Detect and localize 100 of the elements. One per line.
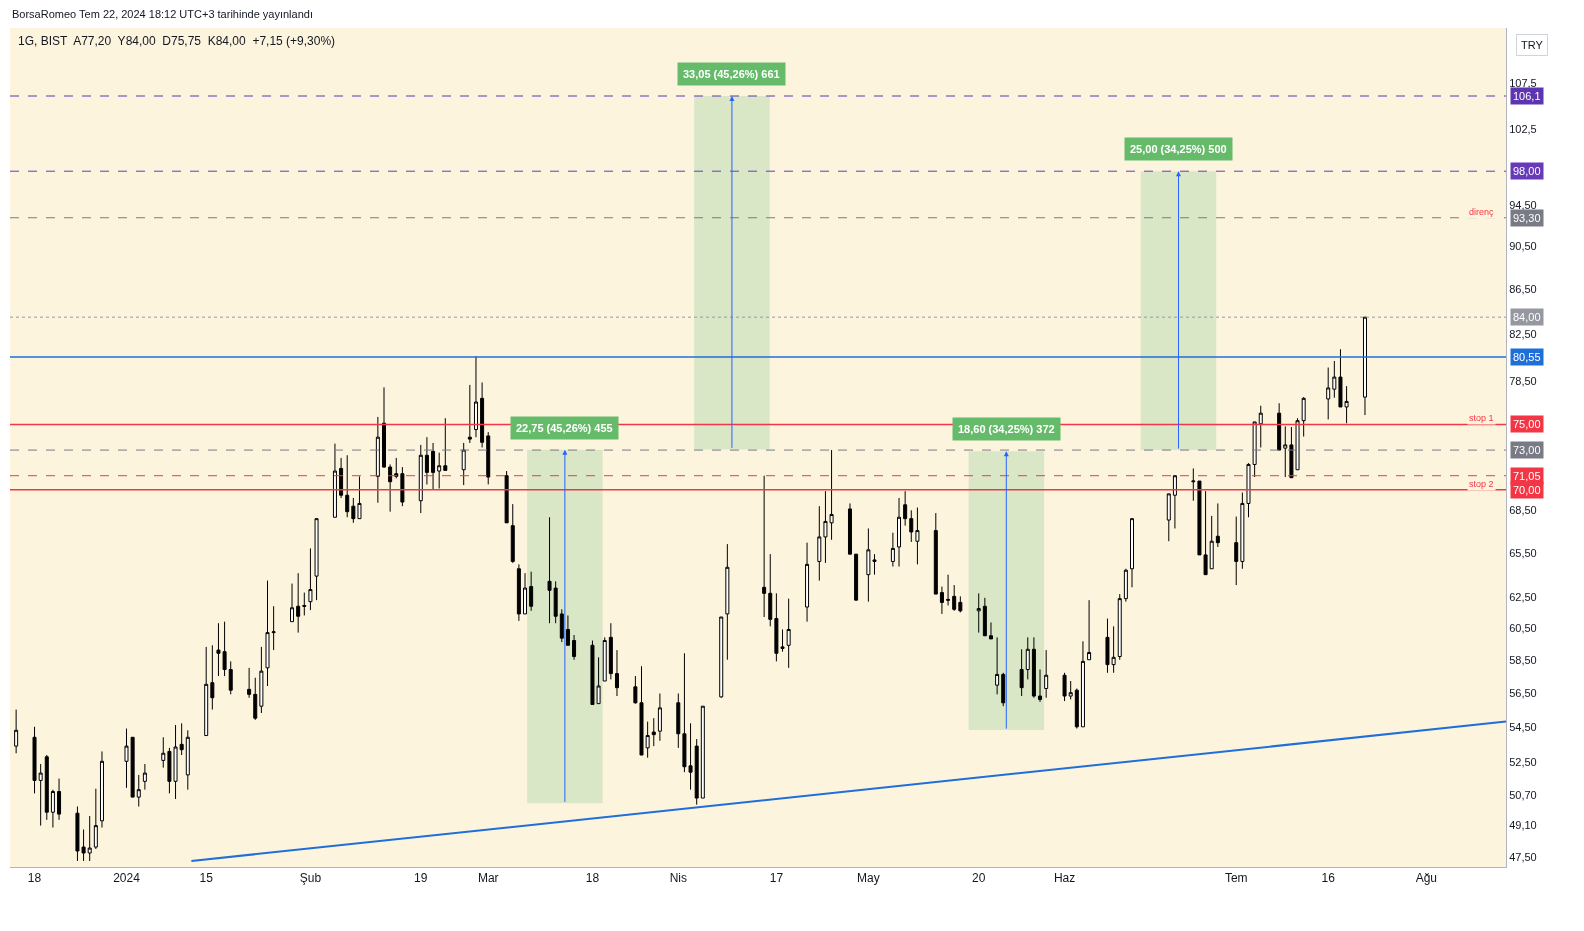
x-tick-label: Haz [1053, 871, 1076, 886]
candlestick [185, 729, 190, 791]
candlestick [762, 475, 767, 618]
candlestick [1062, 672, 1067, 702]
candlestick [572, 634, 577, 661]
candlestick [553, 580, 558, 624]
x-tick-label: Nis [669, 871, 687, 886]
annotation: stop 1 [1469, 413, 1494, 423]
candlestick [805, 542, 810, 623]
y-tick-label: 52,50 [1509, 756, 1537, 769]
candlestick [142, 763, 147, 791]
y-tick-label: 107,5 [1509, 77, 1537, 90]
y-tick-label: 50,70 [1509, 789, 1537, 802]
candlestick [1123, 568, 1128, 603]
candlestick [1025, 636, 1030, 680]
candlestick [437, 452, 442, 489]
candlestick [302, 592, 307, 616]
candlestick [676, 693, 681, 749]
ref-line-label: 73,00 [1513, 444, 1541, 456]
candlestick [57, 778, 62, 821]
annotation: direnç [1469, 207, 1495, 217]
x-tick-label: 18 [27, 871, 42, 886]
ref-line-label: 70,00 [1513, 484, 1541, 496]
candlestick [32, 726, 37, 794]
candlestick [228, 660, 233, 695]
y-tick-label: 60,50 [1509, 621, 1537, 634]
candlestick [1209, 515, 1214, 570]
candlestick [1277, 402, 1282, 451]
data-label: 25,00 (34,25%) 500 [1130, 143, 1227, 155]
candlestick [443, 417, 448, 471]
candlestick [1234, 516, 1239, 586]
y-tick-label: 94,50 [1509, 199, 1537, 212]
candlestick [290, 583, 295, 623]
candlestick [1215, 502, 1220, 548]
candlestick [516, 563, 521, 622]
candlestick [1031, 636, 1036, 699]
candlestick [988, 621, 993, 640]
candlestick [1117, 593, 1122, 661]
ref-line-label: 80,55 [1513, 351, 1541, 363]
candlestick [480, 381, 485, 448]
candlestick [817, 505, 822, 582]
candlestick [786, 598, 791, 669]
candlestick [50, 789, 55, 829]
candlestick [136, 774, 141, 808]
candlestick [461, 442, 466, 486]
candlestick [161, 736, 166, 769]
candlestick [847, 502, 852, 555]
x-tick-label: 20 [972, 871, 986, 886]
candlestick [1258, 405, 1263, 448]
candlestick [308, 547, 313, 611]
ref-line-label: 84,00 [1513, 311, 1541, 323]
candlestick [529, 571, 534, 612]
candlestick [314, 518, 319, 601]
candlestick [1044, 649, 1049, 699]
candlestick [253, 677, 258, 721]
candlestick [651, 717, 656, 747]
candlestick [614, 649, 619, 697]
y-tick-label: 62,50 [1509, 590, 1537, 603]
y-tick-label: 90,50 [1509, 240, 1537, 253]
ref-line-label: 71,05 [1513, 470, 1541, 482]
candlestick [854, 553, 859, 601]
candlestick [694, 738, 699, 806]
candlestick [296, 572, 301, 634]
bar [527, 449, 603, 804]
candlestick [1019, 648, 1024, 697]
candlestick [431, 442, 436, 491]
x-tick-label: 16 [1321, 871, 1336, 886]
candlestick [38, 763, 43, 827]
candlestick [44, 754, 49, 821]
x-tick-label: Mar [477, 871, 499, 886]
candlestick [897, 497, 902, 568]
candlestick [890, 532, 895, 568]
candlestick [99, 750, 104, 829]
candlestick [486, 431, 491, 485]
candlestick [467, 384, 472, 444]
candlestick [700, 705, 705, 799]
x-tick-label: 18 [585, 871, 600, 886]
annotation: stop 2 [1469, 479, 1494, 489]
candlestick [909, 509, 914, 543]
text: 1G, BIST A77,20 Y84,00 D75,75 K84,00 +7,15 (+9,30%) [18, 34, 336, 49]
candlestick [1332, 360, 1337, 399]
y-tick-label: 78,50 [1509, 375, 1537, 388]
candlestick [915, 507, 920, 565]
candlestick [247, 667, 252, 699]
candlestick [1172, 475, 1177, 529]
candlestick [510, 503, 515, 564]
candlestick [608, 622, 613, 680]
y-tick-label: 102,5 [1509, 122, 1537, 135]
candlestick [958, 595, 963, 613]
candlestick [768, 553, 773, 627]
bar [1140, 171, 1217, 451]
x-tick-label: Ağu [1415, 871, 1437, 886]
candlestick [946, 574, 951, 606]
candlestick [204, 646, 209, 737]
candlestick [87, 815, 92, 862]
candlestick [332, 443, 337, 518]
x-tick-label: 19 [414, 871, 428, 886]
candlestick [523, 572, 528, 615]
candlestick [179, 722, 184, 756]
ref-line-label: 93,30 [1513, 212, 1541, 224]
